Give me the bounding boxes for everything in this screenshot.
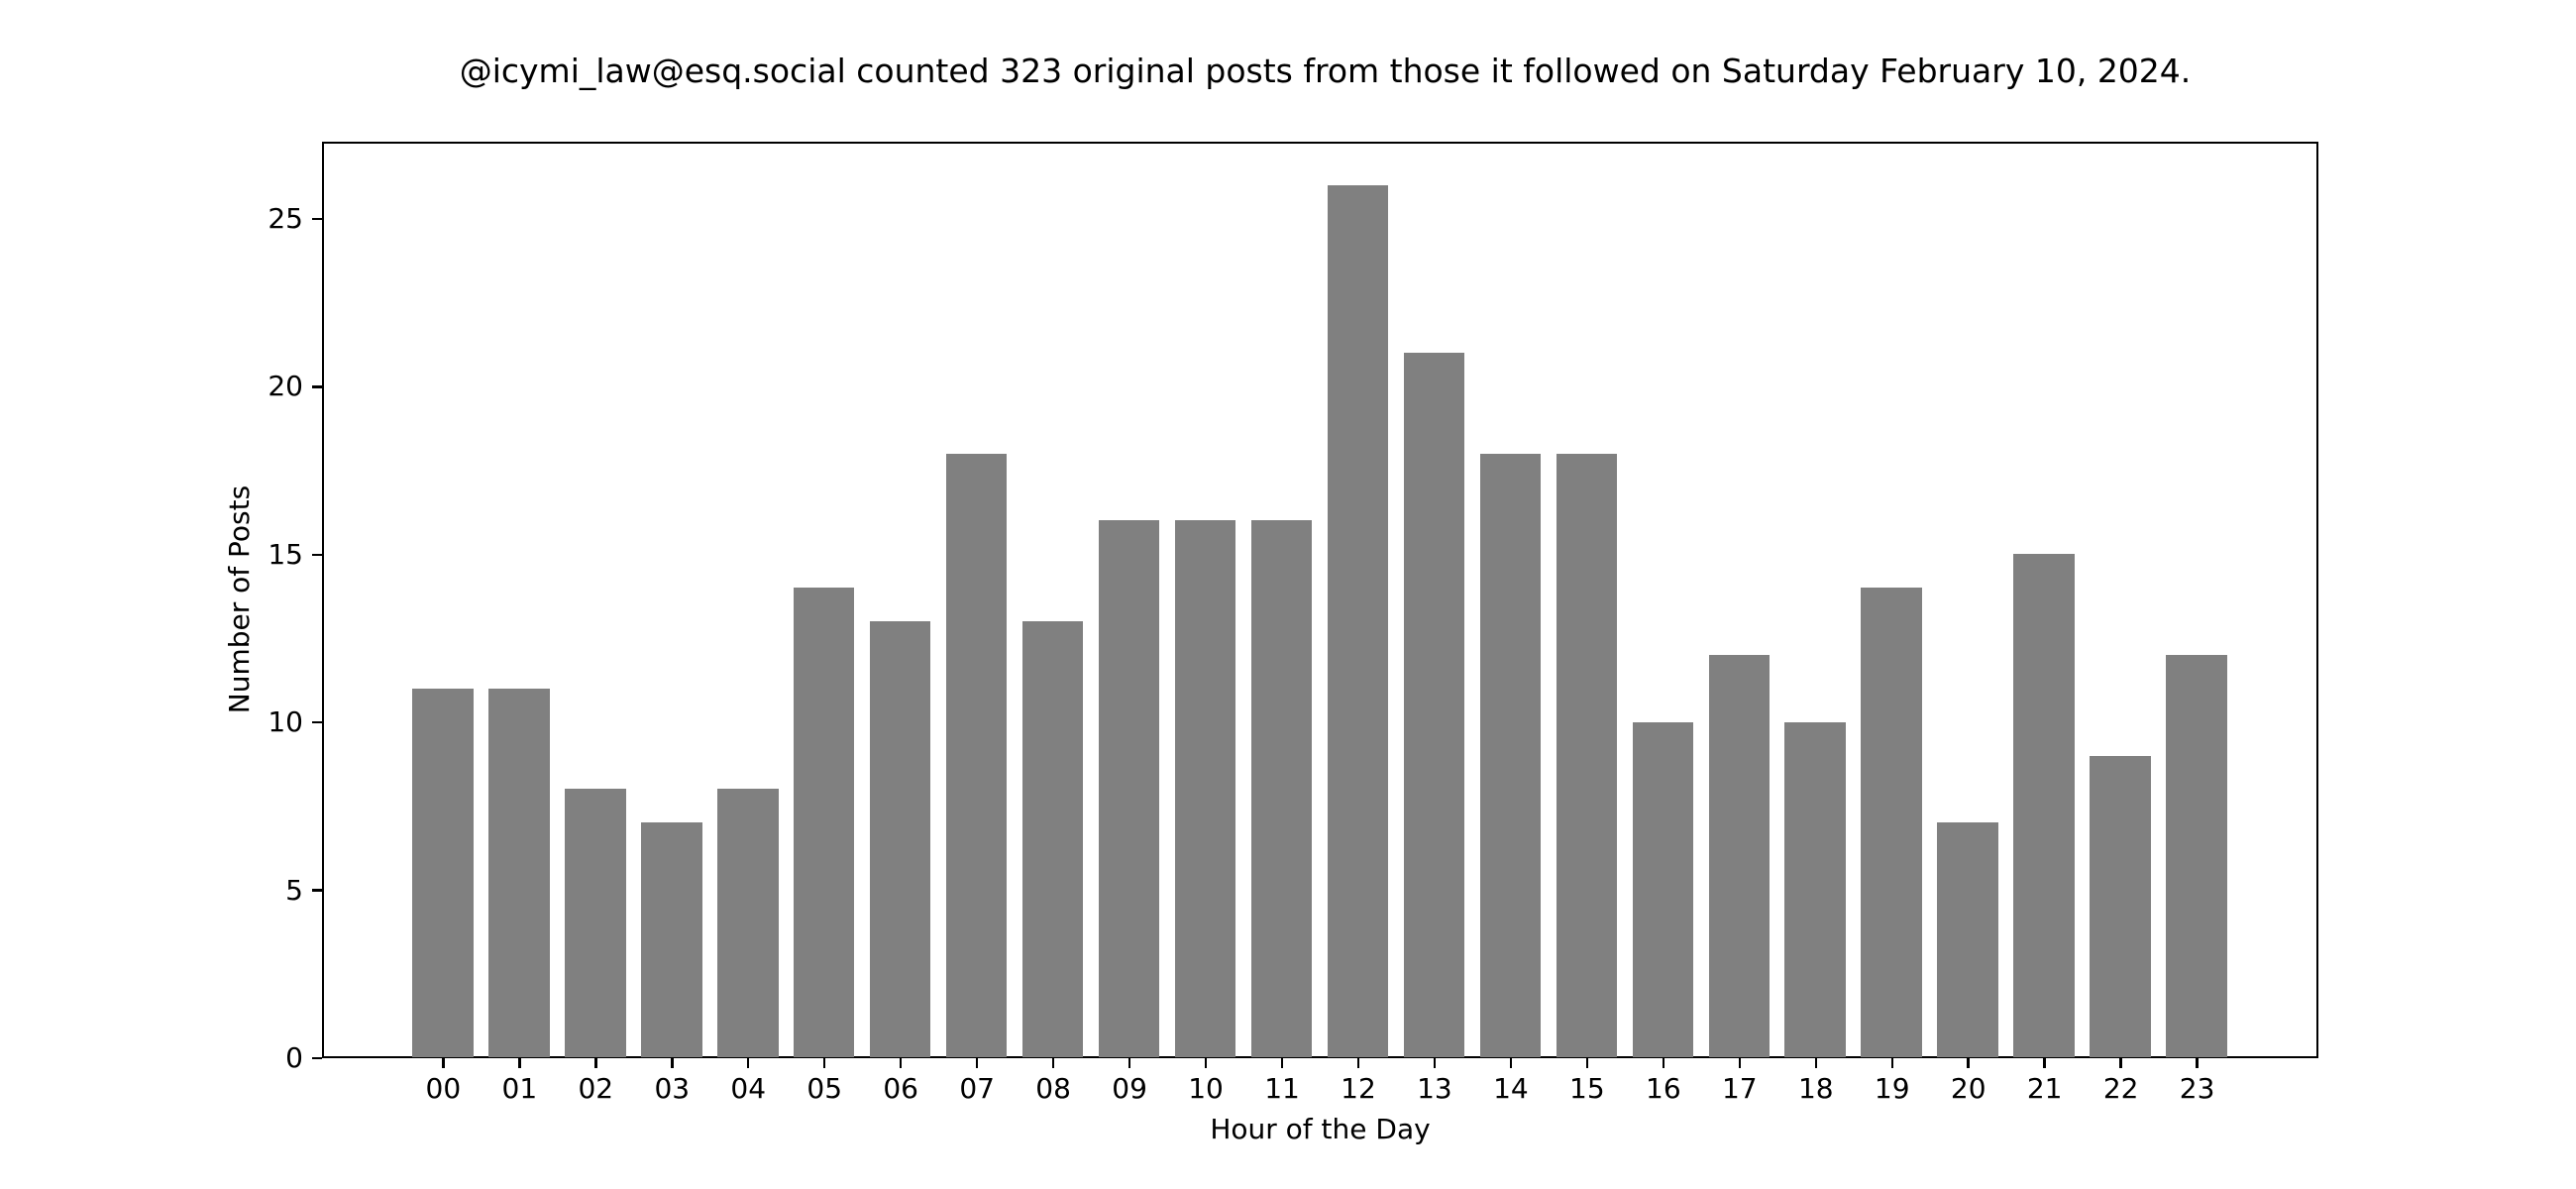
x-tick bbox=[1509, 1058, 1513, 1068]
x-tick bbox=[1662, 1058, 1665, 1068]
x-tick-label: 20 bbox=[1950, 1072, 1986, 1105]
x-tick-label: 05 bbox=[806, 1072, 843, 1105]
x-tick-label: 03 bbox=[654, 1072, 691, 1105]
bar-hour-13 bbox=[1403, 352, 1465, 1058]
x-tick bbox=[1585, 1058, 1589, 1068]
chart-title: @icymi_law@esq.social counted 323 origin… bbox=[459, 52, 2192, 90]
bar-hour-09 bbox=[1098, 520, 1160, 1058]
bar-hour-21 bbox=[2013, 554, 2075, 1058]
bar-hour-08 bbox=[1021, 621, 1084, 1058]
x-tick bbox=[671, 1058, 674, 1068]
bar-hour-18 bbox=[1784, 721, 1847, 1058]
bar-hour-20 bbox=[1937, 822, 1998, 1058]
y-tick bbox=[312, 553, 322, 556]
x-tick-label: 23 bbox=[2179, 1072, 2215, 1105]
y-tick-label: 5 bbox=[285, 873, 303, 907]
x-tick-label: 07 bbox=[959, 1072, 995, 1105]
y-tick-label: 15 bbox=[268, 537, 303, 571]
x-tick bbox=[1967, 1058, 1970, 1068]
x-tick bbox=[1127, 1058, 1131, 1068]
x-tick bbox=[1356, 1058, 1360, 1068]
bar-hour-10 bbox=[1174, 520, 1236, 1058]
plot-area bbox=[322, 142, 2318, 1058]
x-tick bbox=[1433, 1058, 1437, 1068]
x-tick bbox=[594, 1058, 597, 1068]
x-tick-label: 09 bbox=[1112, 1072, 1147, 1105]
x-tick-label: 10 bbox=[1188, 1072, 1224, 1105]
bar-hour-15 bbox=[1556, 453, 1618, 1058]
bar-hour-07 bbox=[945, 453, 1008, 1058]
x-tick bbox=[1280, 1058, 1284, 1068]
x-tick-label: 04 bbox=[730, 1072, 767, 1105]
bar-hour-14 bbox=[1479, 453, 1542, 1058]
x-tick-label: 14 bbox=[1493, 1072, 1529, 1105]
y-tick-label: 10 bbox=[268, 705, 303, 739]
x-tick-label: 13 bbox=[1417, 1072, 1452, 1105]
x-tick bbox=[1051, 1058, 1055, 1068]
x-tick-label: 11 bbox=[1264, 1072, 1300, 1105]
y-tick bbox=[312, 385, 322, 388]
bar-hour-16 bbox=[1632, 721, 1694, 1058]
x-tick bbox=[1204, 1058, 1208, 1068]
x-tick bbox=[746, 1058, 750, 1068]
x-tick bbox=[899, 1058, 903, 1068]
x-tick-label: 19 bbox=[1874, 1072, 1910, 1105]
x-tick bbox=[1890, 1058, 1893, 1068]
bar-hour-03 bbox=[640, 822, 702, 1058]
bar-hour-12 bbox=[1327, 184, 1389, 1058]
x-tick-label: 22 bbox=[2102, 1072, 2139, 1105]
bar-hour-23 bbox=[2166, 654, 2227, 1058]
y-tick-label: 25 bbox=[268, 201, 303, 235]
x-tick-label: 16 bbox=[1646, 1072, 1681, 1105]
y-tick bbox=[312, 1056, 322, 1060]
x-tick-label: 00 bbox=[425, 1072, 462, 1105]
y-axis-label: Number of Posts bbox=[223, 485, 256, 714]
x-axis-label: Hour of the Day bbox=[1210, 1113, 1431, 1145]
x-tick-label: 08 bbox=[1035, 1072, 1071, 1105]
bar-hour-04 bbox=[716, 789, 779, 1058]
bar-hour-22 bbox=[2090, 755, 2151, 1058]
x-tick-label: 12 bbox=[1341, 1072, 1376, 1105]
y-tick bbox=[312, 889, 322, 892]
bar-hour-19 bbox=[1861, 588, 1923, 1058]
x-tick-label: 18 bbox=[1797, 1072, 1834, 1105]
bar-hour-02 bbox=[565, 789, 626, 1058]
x-tick-label: 17 bbox=[1721, 1072, 1758, 1105]
bar-hour-17 bbox=[1708, 654, 1771, 1058]
bar-hour-00 bbox=[412, 688, 474, 1058]
x-tick bbox=[2196, 1058, 2199, 1068]
bar-hour-05 bbox=[793, 588, 855, 1058]
x-tick-label: 02 bbox=[578, 1072, 614, 1105]
x-tick bbox=[442, 1058, 445, 1068]
y-tick-label: 0 bbox=[285, 1041, 303, 1074]
x-tick-label: 06 bbox=[883, 1072, 918, 1105]
bar-hour-11 bbox=[1250, 520, 1313, 1058]
x-tick bbox=[1814, 1058, 1818, 1068]
x-tick bbox=[518, 1058, 521, 1068]
bar-hour-06 bbox=[869, 621, 931, 1058]
x-tick bbox=[2119, 1058, 2122, 1068]
y-tick-label: 20 bbox=[268, 370, 303, 403]
x-tick bbox=[822, 1058, 826, 1068]
x-tick bbox=[1738, 1058, 1742, 1068]
x-tick-label: 15 bbox=[1569, 1072, 1605, 1105]
bar-hour-01 bbox=[488, 688, 550, 1058]
x-tick-label: 01 bbox=[501, 1072, 538, 1105]
y-tick bbox=[312, 217, 322, 221]
x-tick-label: 21 bbox=[2026, 1072, 2063, 1105]
x-tick bbox=[975, 1058, 979, 1068]
y-tick bbox=[312, 720, 322, 724]
x-tick bbox=[2043, 1058, 2046, 1068]
